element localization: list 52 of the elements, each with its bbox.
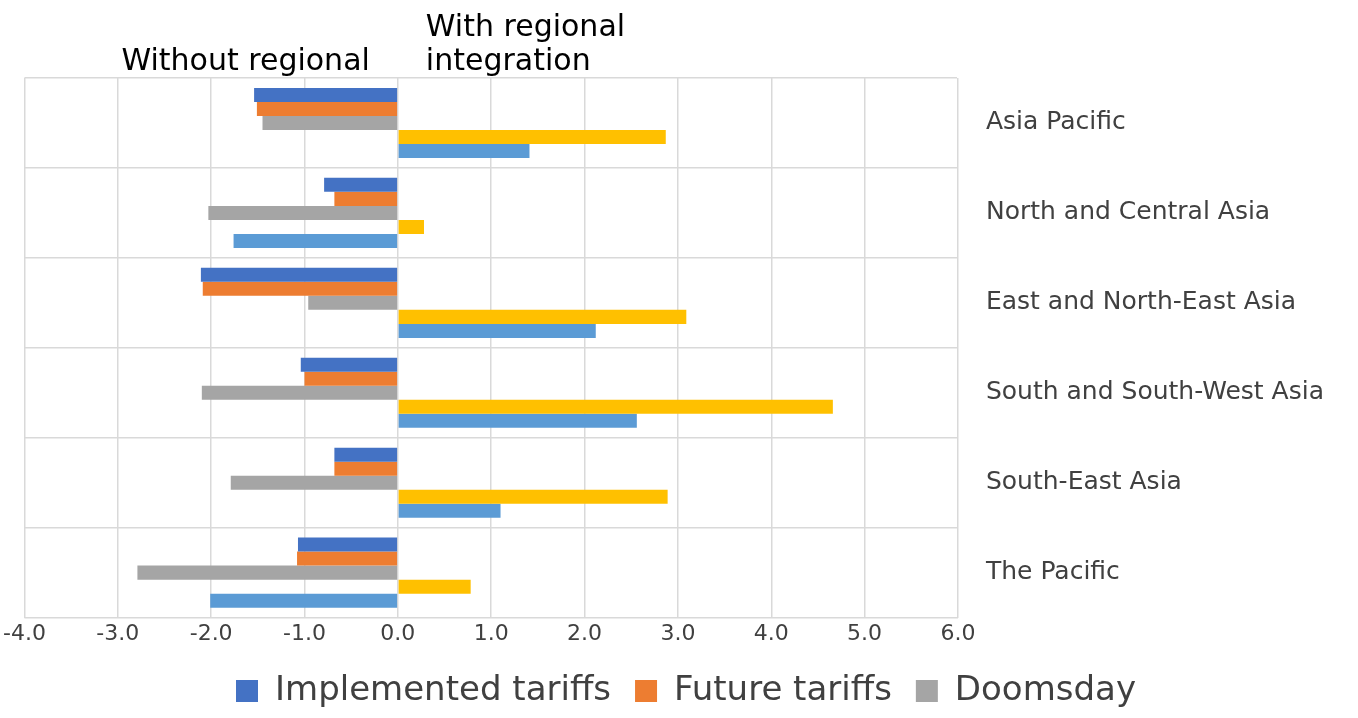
- y-tick-label: The Pacific: [984, 556, 1120, 586]
- bar: [208, 205, 398, 220]
- bar: [398, 129, 666, 145]
- bar: [398, 399, 833, 414]
- bar: [262, 115, 398, 130]
- y-tick-label: North and Central Asia: [985, 196, 1271, 226]
- text: With regional integration: [425, 8, 626, 77]
- y-tick-label: South-East Asia: [985, 466, 1182, 496]
- bar: [300, 357, 398, 372]
- bar: [202, 281, 398, 296]
- bar: [233, 233, 398, 248]
- x-tick-label: -1.0: [283, 619, 326, 645]
- bar: [210, 593, 398, 608]
- bar: [297, 537, 398, 552]
- legend-label: Future tariffs: [674, 667, 892, 708]
- bar: [398, 489, 668, 504]
- bar: [308, 295, 398, 310]
- bar: [398, 144, 530, 159]
- legend-label: Doomsday: [954, 667, 1137, 708]
- bar: [297, 551, 398, 566]
- bar: [254, 87, 398, 102]
- x-tick-label: -2.0: [189, 619, 233, 645]
- bar: [398, 309, 687, 324]
- x-tick-label: 4.0: [753, 619, 789, 645]
- x-tick-label: -4.0: [2, 619, 46, 645]
- bar: [304, 371, 398, 386]
- bar: [398, 503, 501, 518]
- y-tick-label: Asia Pacific: [985, 106, 1126, 136]
- x-tick-label: 5.0: [847, 619, 883, 645]
- x-tick-label: 6.0: [940, 619, 976, 645]
- y-tick-label: South and South-West Asia: [985, 376, 1325, 406]
- bar: [200, 267, 398, 282]
- bar: [230, 475, 398, 490]
- bar: [256, 101, 398, 116]
- bar: [334, 191, 398, 206]
- text: Without regional: [121, 42, 370, 77]
- bar: [334, 447, 398, 462]
- bar: [137, 565, 398, 580]
- bar: [201, 385, 398, 400]
- bar: [398, 323, 596, 338]
- x-tick-label: 1.0: [473, 619, 509, 645]
- x-tick-label: 0.0: [380, 619, 416, 645]
- x-tick-label: -3.0: [96, 619, 140, 645]
- x-tick-label: 2.0: [567, 619, 603, 645]
- bar: [324, 177, 398, 192]
- bar: [334, 461, 398, 476]
- bar: [398, 579, 471, 594]
- x-tick-label: 3.0: [660, 619, 696, 645]
- y-tick-label: East and North-East Asia: [985, 286, 1297, 316]
- legend-label: Implemented tariffs: [274, 667, 612, 708]
- bar: [398, 413, 637, 428]
- bar: [398, 219, 424, 234]
